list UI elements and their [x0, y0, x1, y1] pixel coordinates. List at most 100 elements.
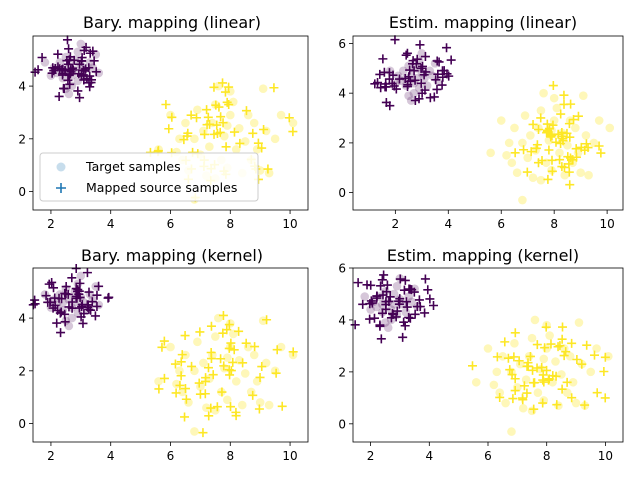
mapped-point	[92, 301, 102, 311]
mapped-point	[80, 66, 90, 76]
mapped-point	[547, 131, 557, 141]
target-point	[563, 141, 572, 150]
target-point	[73, 76, 83, 86]
mapped-point	[523, 361, 533, 371]
mapped-point	[241, 106, 251, 116]
mapped-point	[381, 82, 391, 92]
mapped-point	[55, 64, 65, 74]
plot-frame	[352, 35, 624, 211]
mapped-point	[420, 308, 430, 318]
target-point	[264, 400, 274, 410]
target-point	[523, 153, 533, 163]
mapped-point	[398, 332, 408, 342]
mapped-point	[562, 377, 572, 387]
y-tick-label: 2	[338, 365, 346, 379]
target-point	[231, 377, 241, 386]
mapped-point	[565, 132, 575, 142]
mapped-point	[250, 342, 260, 352]
target-point	[605, 123, 615, 133]
mapped-point	[92, 290, 102, 300]
mapped-point	[544, 124, 554, 134]
mapped-point	[192, 113, 202, 123]
mapped-point	[557, 132, 567, 142]
mapped-point	[30, 67, 40, 77]
mapped-point	[385, 292, 395, 302]
mapped-point	[253, 138, 263, 148]
mapped-point	[60, 317, 70, 327]
mapped-point	[56, 307, 66, 317]
mapped-point	[537, 156, 547, 165]
mapped-point	[569, 115, 579, 125]
target-point	[527, 406, 537, 416]
mapped-point	[84, 287, 94, 297]
target-point	[542, 344, 551, 353]
target-point	[568, 377, 578, 387]
target-point	[196, 382, 205, 391]
mapped-point	[400, 275, 410, 285]
subplot-title: Estim. mapping (linear)	[389, 13, 577, 32]
x-tick-label: 2	[47, 449, 55, 463]
target-point	[571, 398, 581, 408]
mapped-point	[353, 278, 363, 288]
mapped-point	[510, 328, 520, 338]
target-point	[407, 297, 416, 307]
mapped-point	[41, 291, 51, 301]
mapped-point	[544, 145, 554, 155]
mapped-point	[540, 343, 550, 353]
target-point	[533, 388, 543, 397]
mapped-point	[594, 141, 604, 151]
mapped-point	[365, 314, 375, 324]
mapped-point	[376, 334, 386, 344]
mapped-point	[186, 110, 196, 120]
mapped-point	[171, 388, 181, 398]
target-point	[555, 148, 564, 158]
mapped-point	[176, 371, 186, 381]
mapped-point	[226, 366, 236, 376]
target-point	[545, 331, 554, 340]
mapped-point	[444, 71, 454, 81]
mapped-point	[216, 112, 226, 122]
legend-marker-target	[56, 162, 66, 172]
mapped-point	[54, 91, 64, 101]
mapped-point	[366, 296, 376, 306]
target-point	[181, 118, 190, 128]
mapped-point	[370, 79, 380, 89]
subplot-estim-kernel: Estim. mapping (kernel) 2 4 6 8 10 0 2 4 6	[338, 246, 624, 463]
mapped-point	[532, 340, 542, 350]
target-point	[234, 123, 244, 133]
mapped-point	[414, 295, 424, 305]
target-point	[249, 350, 259, 360]
target-point	[40, 290, 50, 299]
target-point	[526, 131, 535, 140]
mapped-point	[216, 354, 226, 364]
mapped-point	[219, 361, 229, 371]
mapped-point	[224, 82, 234, 92]
mapped-point	[410, 75, 420, 85]
mapped-point	[37, 53, 47, 63]
mapped-point	[200, 129, 210, 139]
mapped-point	[559, 162, 569, 172]
mapped-point	[229, 127, 239, 137]
mapped-point	[53, 49, 63, 59]
y-tick-label: 0	[18, 185, 26, 199]
target-point	[552, 103, 562, 113]
mapped-point	[596, 148, 606, 158]
mapped-point	[58, 70, 68, 80]
mapped-point	[425, 93, 435, 103]
mapped-point	[206, 403, 216, 413]
target-point	[58, 297, 68, 307]
mapped-point	[222, 97, 232, 107]
target-point	[594, 116, 604, 125]
mapped-point	[65, 52, 75, 62]
legend: Target samples Mapped source samples	[39, 152, 259, 202]
mapped-point	[592, 388, 602, 398]
target-point	[225, 110, 235, 120]
mapped-point	[157, 342, 167, 352]
target-point	[240, 369, 250, 378]
mapped-point	[541, 322, 551, 332]
mapped-point	[372, 291, 382, 301]
mapped-point	[505, 365, 515, 375]
target-point	[518, 195, 527, 205]
target-point	[243, 110, 253, 120]
mapped-point	[235, 138, 245, 148]
